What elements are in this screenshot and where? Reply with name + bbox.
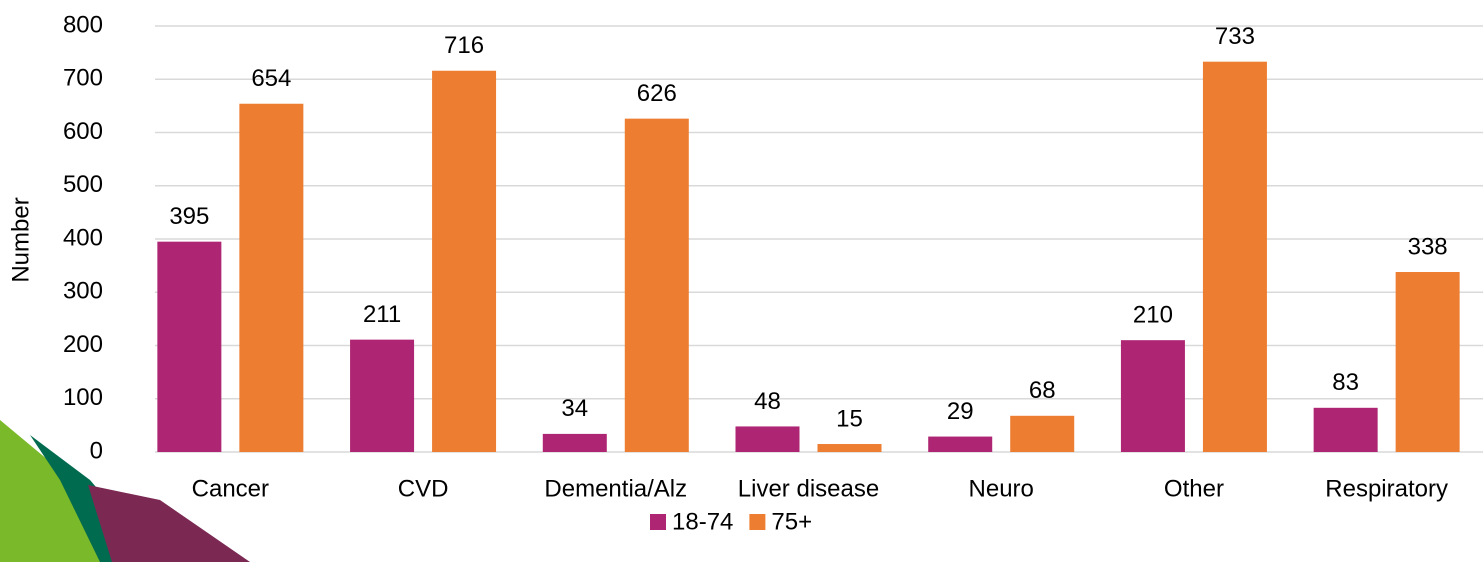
data-label: 48: [754, 388, 781, 415]
x-tick-label: CVD: [398, 475, 449, 502]
bar: [1120, 340, 1185, 452]
bar: [157, 241, 222, 452]
x-tick-label: Cancer: [192, 475, 269, 502]
data-label: 716: [444, 32, 484, 59]
data-label: 83: [1332, 369, 1359, 396]
y-tick-label: 600: [63, 118, 103, 145]
legend-label: 75+: [771, 508, 812, 535]
y-tick-label: 700: [63, 65, 103, 92]
bar: [624, 118, 689, 452]
data-label: 211: [363, 301, 401, 328]
x-tick-label: Other: [1164, 475, 1224, 502]
data-label: 15: [836, 405, 863, 432]
y-tick-label: 800: [63, 11, 103, 38]
data-label: 338: [1408, 233, 1448, 260]
y-tick-label: 0: [90, 437, 103, 464]
x-tick-label: Liver disease: [738, 475, 879, 502]
decoration: [0, 420, 250, 562]
bar: [239, 103, 304, 453]
legend-label: 18-74: [672, 508, 733, 535]
data-label: 210: [1133, 302, 1173, 329]
legend-swatch: [749, 514, 766, 530]
bar: [350, 339, 415, 452]
bar: [928, 436, 993, 452]
data-label: 733: [1215, 23, 1255, 50]
data-label: 68: [1029, 377, 1056, 404]
y-tick-label: 100: [63, 384, 103, 411]
bar: [1395, 272, 1460, 452]
bar: [817, 444, 882, 452]
y-axis-label: Number: [7, 197, 34, 282]
x-tick-label: Dementia/Alz: [544, 475, 687, 502]
bar: [735, 426, 800, 452]
x-tick-label: Respiratory: [1325, 475, 1448, 502]
y-tick-label: 300: [63, 278, 103, 305]
data-label: 34: [561, 395, 588, 422]
y-tick-label: 500: [63, 171, 103, 198]
bar: [1010, 415, 1075, 452]
data-label: 29: [947, 398, 974, 425]
y-tick-label: 400: [63, 224, 103, 251]
bar: [542, 433, 607, 452]
x-tick-label: Neuro: [969, 475, 1034, 502]
y-tick-label: 200: [63, 331, 103, 358]
data-label: 654: [251, 65, 291, 92]
data-label: 626: [637, 80, 677, 107]
bar: [1202, 61, 1267, 453]
bar: [1313, 407, 1378, 452]
legend-swatch: [650, 514, 666, 530]
bar: [432, 70, 497, 452]
data-label: 395: [169, 203, 209, 230]
